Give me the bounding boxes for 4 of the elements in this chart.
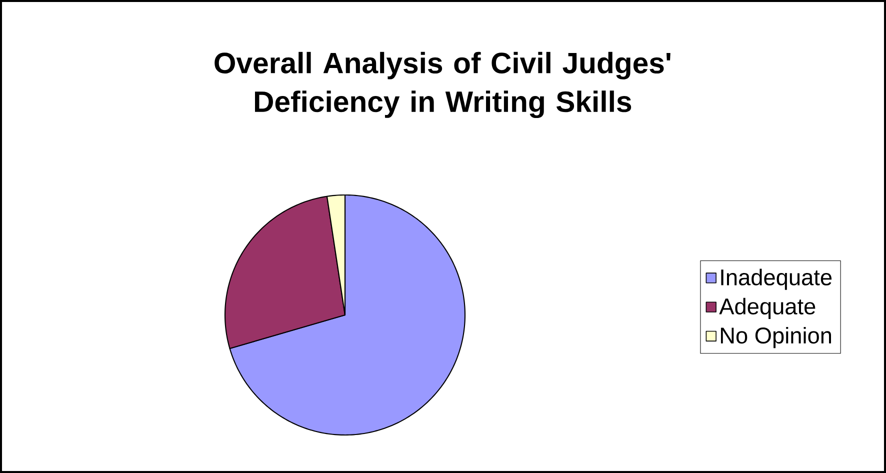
legend-label: Inadequate <box>721 268 832 290</box>
legend-label: No Opinion <box>720 326 832 348</box>
legend-label: Adequate <box>719 298 816 319</box>
chart-title: Overall Analysis of Civil Judges' Deficiency in Writing Skills <box>214 52 670 118</box>
